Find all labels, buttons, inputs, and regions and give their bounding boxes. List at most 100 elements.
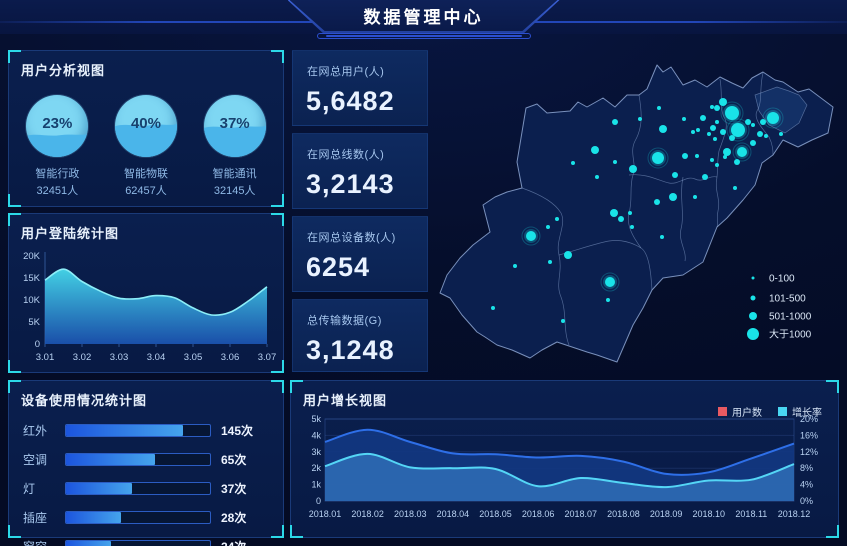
map-legend-label: 大于1000	[769, 328, 812, 341]
stat-value: 6254	[306, 252, 371, 282]
map-dot	[710, 125, 716, 131]
right-axis-tick-label: 4%	[800, 480, 813, 490]
map-dot	[682, 117, 686, 121]
bar-value: 37次	[221, 481, 247, 496]
corner-accent	[290, 525, 303, 538]
map-dot	[713, 137, 717, 141]
title-banner-inner: 数据管理中心	[289, 0, 558, 31]
gauge-label: 智能行政 32451人	[35, 168, 80, 198]
map-dot	[571, 161, 575, 165]
map-dot	[564, 251, 572, 259]
map-dot-halo	[647, 147, 669, 169]
device-usage-bars: 红外 145次 空调 65次 灯 37次 插座 28次	[9, 422, 283, 546]
map-dot	[779, 132, 783, 136]
bar-row-灯: 灯 37次	[23, 480, 269, 496]
right-axis-tick-label: 0%	[800, 496, 813, 506]
map-dot	[720, 129, 726, 135]
liquid-circle: 37%	[203, 95, 266, 157]
bar-track	[65, 539, 211, 546]
page-title: 数据管理中心	[363, 7, 484, 27]
map-dot	[629, 165, 637, 173]
x-axis-tick-label: 3.01	[36, 352, 55, 363]
bar-fill	[66, 424, 183, 436]
map-legend-dot	[749, 312, 757, 320]
legend-item-增长率[interactable]: 增长率	[778, 404, 822, 419]
map-dot	[715, 163, 719, 167]
x-axis-tick-label: 3.02	[73, 352, 92, 363]
panel-title-device-usage: 设备使用情况统计图	[21, 393, 148, 408]
map-dot	[682, 153, 688, 159]
map-dot	[610, 209, 618, 217]
map-dot	[628, 211, 632, 215]
y-axis-tick-label: 10K	[23, 295, 41, 306]
map-dot	[723, 148, 731, 156]
title-banner-shape: 数据管理中心	[287, 0, 560, 33]
x-axis-tick-label: 2018.10	[692, 509, 725, 519]
map-dot	[659, 125, 667, 133]
left-axis-tick-label: 2k	[311, 463, 321, 473]
corner-accent	[271, 194, 284, 207]
map-dot	[725, 106, 739, 120]
map-dot	[638, 117, 642, 121]
map-dot	[548, 260, 552, 264]
corner-accent	[8, 380, 21, 393]
right-axis-tick-label: 20%	[800, 415, 818, 424]
bar-label: 灯	[23, 481, 36, 496]
corner-accent	[826, 380, 839, 393]
bar-fill	[66, 511, 121, 523]
bar-label: 空调	[23, 452, 48, 467]
map-dot	[613, 160, 617, 164]
x-axis-tick-label: 2018.09	[650, 509, 683, 519]
right-axis-tick-label: 16%	[800, 430, 818, 440]
top-banner: 数据管理中心	[0, 0, 847, 39]
map-dot-halo	[762, 107, 784, 129]
map-dot	[723, 155, 727, 159]
stat-card: 在网总用户(人) 5,6482	[292, 50, 428, 126]
growth-area-chart: 0 0% 1k 4% 2k 8% 3k 12% 4k 16% 5k 20% 2018.01 2018.02…	[299, 414, 834, 535]
map-dot	[745, 119, 751, 125]
map-dot	[605, 277, 615, 287]
map-dot	[737, 147, 747, 157]
bar-track	[65, 423, 211, 437]
bar-fill	[66, 453, 156, 465]
map-dot	[691, 130, 695, 134]
stat-value: 3,1248	[306, 335, 395, 365]
map-dot	[767, 112, 779, 124]
corner-accent	[290, 380, 303, 393]
panel-user-growth: 用户增长视图 用户数 增长率 0 0% 1k 4% 2k 8% 3k 12% 4k 16% 5k 20…	[290, 380, 839, 538]
stat-value: 3,2143	[306, 169, 395, 199]
panel-login-stats: 用户登陆统计图 0 5K 10K 15K 20K 3.01 3.02 3.03 3.04 3.05…	[8, 213, 284, 373]
map-dot	[654, 199, 660, 205]
gauge-智能行政: 23% 智能行政 32451人	[16, 95, 98, 200]
corner-accent	[271, 525, 284, 538]
x-axis-tick-label: 3.03	[110, 352, 129, 363]
map-dot	[731, 123, 745, 137]
x-axis-tick-label: 2018.03	[394, 509, 427, 519]
map-dot-halo	[720, 101, 744, 125]
map-dot	[693, 195, 697, 199]
stat-label: 总传输数据(G)	[307, 315, 382, 327]
left-axis-tick-label: 4k	[311, 430, 321, 440]
gauge-智能通讯: 37% 智能通讯 32145人	[194, 95, 276, 200]
bar-label: 窗帘	[23, 538, 65, 546]
liquid-wave	[203, 125, 266, 157]
corner-accent	[271, 360, 284, 373]
bar-track	[65, 481, 211, 495]
x-axis-tick-label: 3.06	[221, 352, 240, 363]
x-axis-tick-label: 2018.08	[607, 509, 640, 519]
map-dot	[595, 175, 599, 179]
panel-title-user-analysis: 用户分析视图	[21, 63, 106, 78]
legend-item-用户数[interactable]: 用户数	[718, 404, 762, 419]
map-dot	[714, 105, 720, 111]
stat-card: 总传输数据(G) 3,1248	[292, 299, 428, 372]
gauge-label: 智能通讯 32145人	[212, 168, 257, 198]
left-axis-tick-label: 0	[316, 496, 321, 506]
x-axis-tick-label: 3.04	[147, 352, 166, 363]
login-area-chart: 0 5K 10K 15K 20K 3.01 3.02 3.03 3.04 3.05 3.06 3.07	[17, 246, 277, 370]
map-legend-label: 0-100	[769, 274, 795, 285]
map-dot	[561, 319, 565, 323]
map-inner-border	[755, 72, 774, 156]
map-dot	[715, 120, 719, 124]
map-dot	[513, 264, 517, 268]
